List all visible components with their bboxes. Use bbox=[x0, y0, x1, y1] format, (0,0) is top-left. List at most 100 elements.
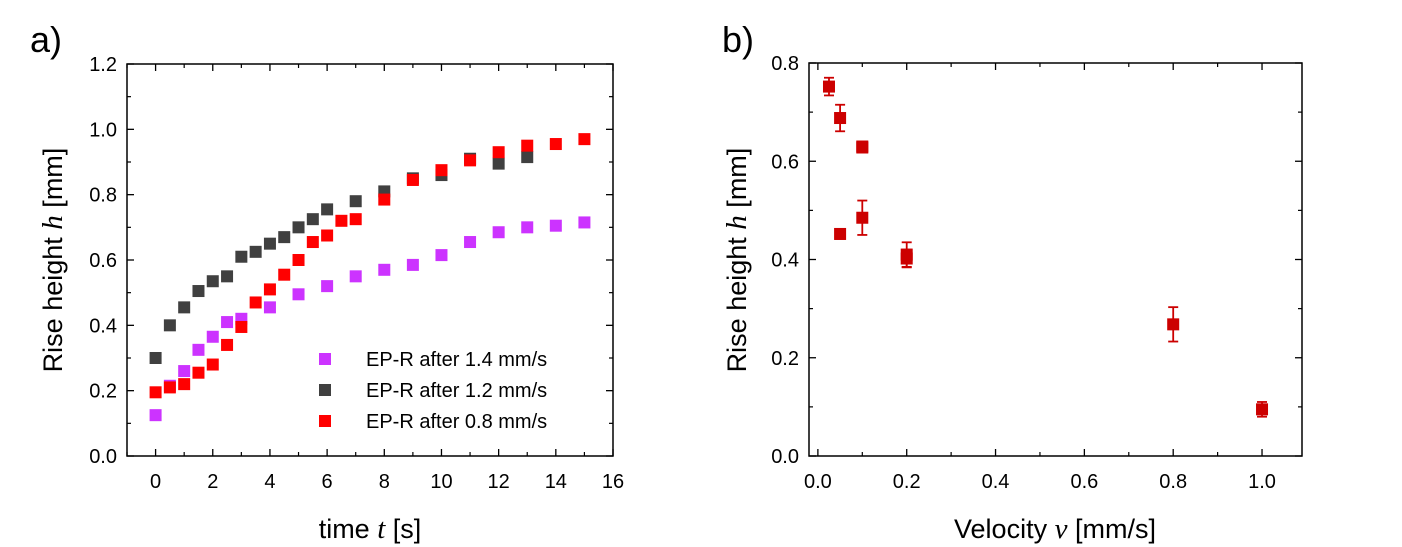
legend-entry-2: EP-R after 1.2 mm/s bbox=[366, 380, 547, 402]
data-point-series-2 bbox=[321, 203, 334, 216]
x-tick-label: 0.0 bbox=[804, 471, 832, 493]
x-tick-label: 10 bbox=[430, 471, 452, 493]
data-point-series-3 bbox=[263, 283, 276, 296]
y-tick-label: 0.8 bbox=[89, 185, 117, 207]
data-point-series-3 bbox=[149, 386, 162, 399]
x-axis-var-b: v bbox=[1055, 513, 1068, 545]
y-tick-label: 0.6 bbox=[771, 151, 799, 173]
data-point-series-2 bbox=[221, 270, 234, 283]
y-axis-title-a: Rise height h [mm] bbox=[37, 148, 69, 373]
data-point-series-3 bbox=[492, 146, 505, 159]
y-tick-label: 0.4 bbox=[771, 250, 799, 272]
x-tick-label: 6 bbox=[322, 471, 333, 493]
data-point-series-2 bbox=[306, 213, 319, 226]
data-point-series-1 bbox=[221, 316, 234, 329]
y-tick-label: 0.4 bbox=[89, 315, 117, 337]
x-tick-label: 16 bbox=[602, 471, 624, 493]
data-point-series-1 bbox=[822, 80, 835, 93]
data-point-series-3 bbox=[306, 236, 319, 249]
data-point-series-1 bbox=[292, 288, 305, 301]
data-point-series-2 bbox=[292, 221, 305, 234]
x-tick-label: 0.6 bbox=[1070, 471, 1098, 493]
legend-marker-1 bbox=[319, 353, 331, 365]
panel-label-a: a) bbox=[30, 19, 62, 60]
data-point-series-1 bbox=[435, 249, 448, 262]
data-point-series-2 bbox=[192, 285, 205, 298]
legend-marker-2 bbox=[319, 384, 331, 396]
x-axis-var-a: t bbox=[377, 513, 386, 545]
x-tick-label: 8 bbox=[379, 471, 390, 493]
data-point-series-3 bbox=[335, 214, 348, 227]
data-point-series-2 bbox=[349, 195, 362, 208]
y-axis-label-b: Rise height bbox=[722, 237, 752, 373]
data-point-series-1 bbox=[349, 270, 362, 283]
data-point-series-1 bbox=[521, 221, 534, 234]
panel-a: a) 0 2 4 6 8 10 12 14 16 0.0 0.2 0.4 0.6 0.8 1.0 1.2 ti… bbox=[30, 19, 624, 545]
y-tick-label: 0.2 bbox=[89, 381, 117, 403]
x-axis-title-a: time t [s] bbox=[319, 513, 422, 545]
x-axis-title-b: Velocity v [mm/s] bbox=[954, 513, 1156, 545]
data-point-series-1 bbox=[178, 365, 191, 378]
data-point-series-3 bbox=[221, 338, 234, 351]
data-point-series-2 bbox=[521, 151, 534, 164]
data-point-series-1 bbox=[321, 280, 334, 293]
data-point-series-1 bbox=[856, 140, 869, 153]
data-point-series-3 bbox=[321, 229, 334, 242]
data-point-series-3 bbox=[206, 358, 219, 371]
x-axis-label-b: Velocity bbox=[954, 514, 1048, 544]
data-point-series-1 bbox=[464, 236, 477, 249]
data-point-series-2 bbox=[163, 319, 176, 332]
data-point-series-1 bbox=[263, 301, 276, 314]
data-point-series-3 bbox=[435, 164, 448, 177]
data-point-series-2 bbox=[178, 301, 191, 314]
y-tick-label: 0.0 bbox=[771, 446, 799, 468]
data-point-series-3 bbox=[292, 254, 305, 266]
data-point-series-3 bbox=[349, 213, 362, 226]
data-point-series-1 bbox=[549, 219, 562, 232]
data-point-series-1 bbox=[1167, 318, 1180, 331]
data-point-series-2 bbox=[235, 250, 248, 263]
data-point-series-2 bbox=[492, 157, 505, 170]
legend-entry-3: EP-R after 0.8 mm/s bbox=[366, 411, 547, 433]
plot-frame-b bbox=[808, 62, 1303, 457]
legend-marker-3 bbox=[319, 415, 331, 427]
data-point-series-3 bbox=[464, 154, 477, 167]
x-axis-label-a: time bbox=[319, 514, 370, 544]
data-point-series-3 bbox=[249, 296, 262, 309]
axis-ticks-b: 0.0 0.2 0.4 0.6 0.8 1.0 0.0 0.2 0.4 0.6 0.8 bbox=[771, 53, 1302, 493]
data-point-series-3 bbox=[549, 138, 562, 151]
x-tick-label: 0 bbox=[150, 471, 161, 493]
data-point-series-1 bbox=[1256, 403, 1269, 416]
data-point-series-3 bbox=[578, 133, 591, 146]
data-point-series-1 bbox=[192, 343, 205, 356]
data-point-series-1 bbox=[834, 227, 847, 240]
x-tick-label: 1.0 bbox=[1248, 471, 1276, 493]
x-tick-label: 14 bbox=[545, 471, 567, 493]
y-axis-label-a: Rise height bbox=[38, 237, 68, 373]
data-point-series-1 bbox=[856, 211, 869, 224]
data-point-series-3 bbox=[163, 381, 176, 394]
data-point-series-1 bbox=[578, 216, 591, 229]
axis-ticks-a: 0 2 4 6 8 10 12 14 16 0.0 0.2 0.4 0.6 0.8 1.0 1.2 bbox=[89, 54, 624, 493]
data-point-series-2 bbox=[149, 352, 162, 364]
data-points-b bbox=[822, 76, 1269, 418]
x-axis-unit-a: [s] bbox=[393, 514, 422, 544]
y-axis-unit-b: [mm] bbox=[722, 148, 752, 208]
panel-b: b) 0.0 0.2 0.4 0.6 0.8 1.0 0.0 0.2 0.4 0.6 0.8 Vel… bbox=[721, 19, 1303, 545]
y-tick-label: 0.6 bbox=[89, 250, 117, 272]
data-point-series-3 bbox=[378, 193, 391, 206]
x-tick-label: 0.2 bbox=[893, 471, 921, 493]
x-axis-unit-b: [mm/s] bbox=[1075, 514, 1156, 544]
data-point-series-1 bbox=[378, 263, 391, 276]
y-axis-unit-a: [mm] bbox=[38, 148, 68, 208]
data-point-series-2 bbox=[263, 237, 276, 250]
legend-entry-1: EP-R after 1.4 mm/s bbox=[366, 349, 547, 371]
data-point-series-2 bbox=[206, 275, 219, 288]
data-point-series-2 bbox=[278, 231, 291, 244]
data-point-series-3 bbox=[235, 320, 248, 333]
y-tick-label: 1.0 bbox=[89, 119, 117, 141]
legend-a: EP-R after 1.4 mm/s EP-R after 1.2 mm/s … bbox=[319, 349, 547, 433]
data-point-series-1 bbox=[149, 409, 162, 422]
data-point-series-3 bbox=[192, 366, 205, 379]
